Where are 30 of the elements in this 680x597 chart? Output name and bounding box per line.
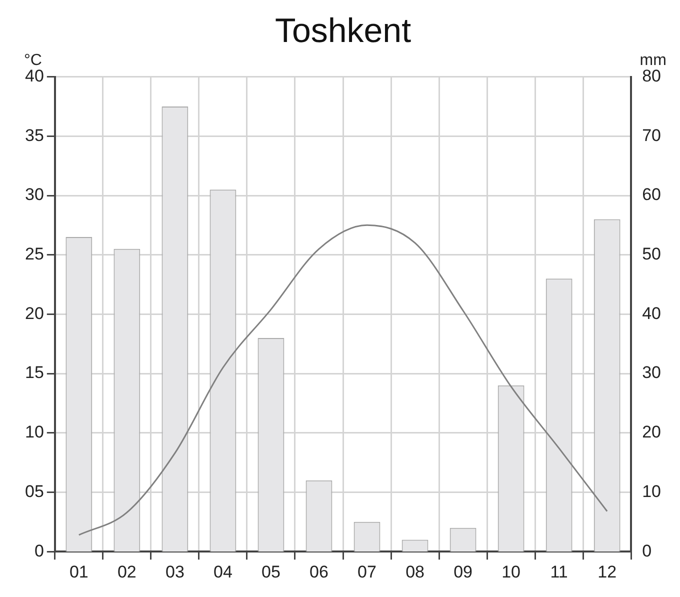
y-tick-label: 20 (24, 304, 44, 323)
chart-title: Toshkent (274, 12, 412, 50)
y2-tick-label: 20 (642, 422, 662, 442)
x-tick-label: 09 (454, 562, 472, 582)
line-series (78, 224, 608, 536)
y-tick-label: 15 (24, 363, 44, 382)
y2-tick-label: 30 (642, 363, 662, 382)
x-tick-label: 01 (69, 562, 88, 582)
x-tick-label: 03 (165, 562, 184, 582)
y-tick-label: 30 (24, 185, 44, 204)
y2-tick-label: 10 (642, 482, 662, 501)
x-tick-label: 10 (502, 562, 521, 582)
y-tick-label: 10 (24, 422, 44, 442)
x-tick-label: 02 (117, 562, 136, 582)
y-tick-label: 35 (24, 126, 44, 145)
x-tick-label: 11 (550, 562, 568, 582)
y2-tick-label: 70 (642, 126, 662, 145)
x-tick-label: 04 (214, 562, 232, 582)
y2-tick-label: 40 (642, 304, 662, 323)
x-tick-label: 06 (310, 562, 328, 582)
y-tick-label: 0 (34, 541, 44, 560)
y2-tick-label: 60 (642, 185, 662, 204)
y-tick-label: 25 (24, 244, 44, 264)
y2-tick-label: 50 (642, 244, 662, 264)
y2-tick-label: 0 (642, 541, 652, 560)
x-tick-label: 07 (358, 562, 376, 582)
x-tick-label: 12 (598, 562, 617, 582)
y-tick-label: 05 (24, 482, 44, 501)
x-tick-label: 08 (406, 562, 424, 582)
x-tick-label: 05 (262, 562, 280, 582)
